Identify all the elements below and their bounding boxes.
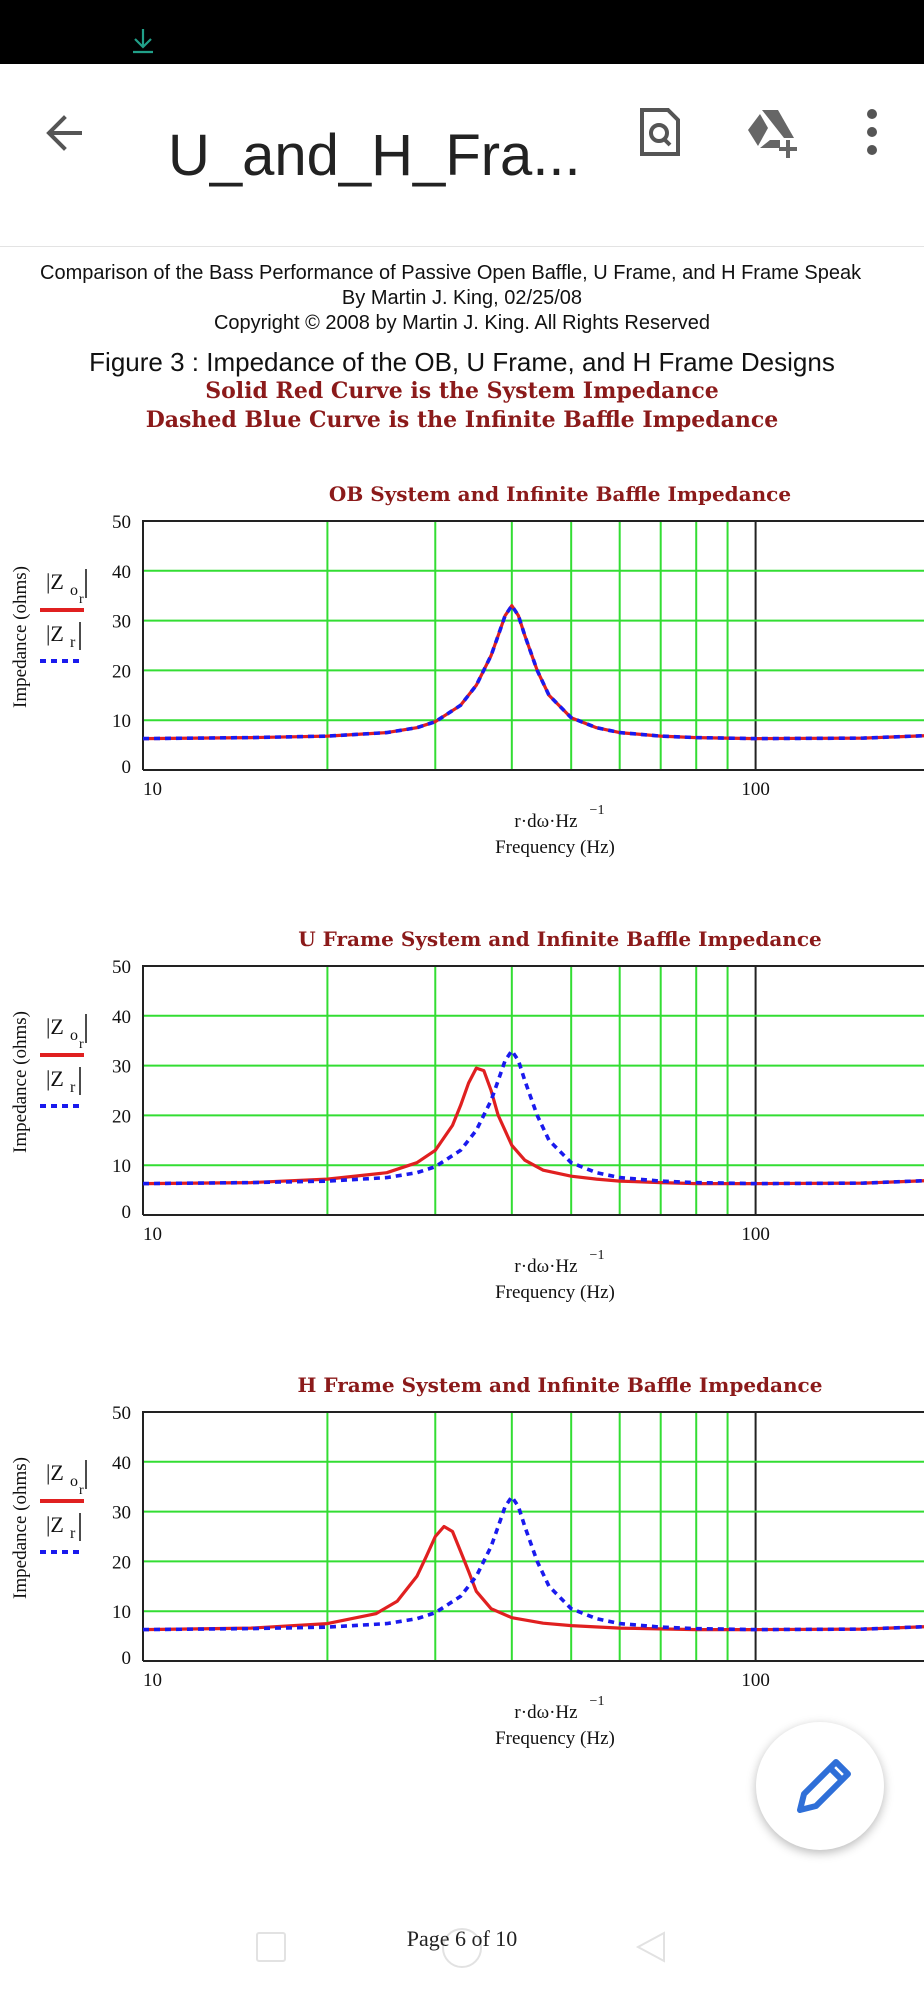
legend-top-subscript: o — [70, 1473, 78, 1490]
y-tick-label: 20 — [112, 661, 131, 682]
legend-top-subsubscript: r — [79, 1483, 84, 1498]
back-nav-icon[interactable] — [634, 1930, 668, 1964]
series-line-system — [142, 1524, 924, 1632]
y-tick-label: 50 — [112, 957, 131, 978]
document-header-line1: Comparison of the Bass Performance of Pa… — [40, 262, 862, 284]
series-line-system — [142, 604, 924, 741]
legend-bottom-symbol: |Z — [46, 1512, 64, 1537]
document-header-line3: Copyright © 2008 by Martin J. King. All … — [213, 312, 711, 334]
y-tick-label: 20 — [112, 1552, 131, 1573]
x-axis-label: Frequency (Hz) — [495, 1728, 615, 1749]
search-document-icon[interactable] — [632, 104, 688, 160]
home-nav-icon[interactable] — [442, 1928, 482, 1968]
x-axis-exponent: −1 — [590, 803, 605, 818]
app-bar: U_and_H_Fra... — [0, 64, 924, 247]
page-indicator: Page 6 of 10 — [406, 1926, 518, 1951]
plot-frame — [142, 1411, 924, 1662]
legend-top-subsubscript: r — [79, 592, 84, 607]
legend-bottom-subscript: r — [70, 1079, 76, 1096]
pencil-icon — [797, 1759, 851, 1813]
legend-top-subsubscript: r — [79, 1037, 84, 1052]
y-tick-label: 0 — [122, 1202, 132, 1223]
y-tick-label: 40 — [112, 1453, 131, 1474]
x-axis-expression: r·dω·Hz — [514, 1702, 577, 1723]
y-tick-label: 10 — [112, 1602, 131, 1623]
y-tick-label: 0 — [122, 1648, 132, 1669]
y-tick-label: 50 — [112, 512, 131, 533]
chart-title: H Frame System and Infinite Baffle Imped… — [298, 1373, 823, 1397]
x-tick-label: 100 — [741, 1224, 770, 1245]
y-tick-label: 30 — [112, 612, 131, 633]
chart-title: U Frame System and Infinite Baffle Imped… — [298, 927, 821, 951]
x-axis-expression: r·dω·Hz — [514, 1256, 577, 1277]
legend-top-symbol: |Z — [46, 1014, 64, 1039]
x-tick-label: 10 — [143, 779, 162, 800]
x-axis-label: Frequency (Hz) — [495, 837, 615, 858]
chart-title: OB System and Infinite Baffle Impedance — [329, 482, 791, 506]
x-axis-label: Frequency (Hz) — [495, 1282, 615, 1303]
figure-title: Figure 3 : Impedance of the OB, U Frame,… — [89, 347, 835, 377]
edit-button[interactable] — [756, 1722, 884, 1850]
y-tick-label: 50 — [112, 1403, 131, 1424]
y-legend-expression: |Z or|Z r — [40, 1460, 87, 1554]
y-legend-expression: |Z or|Z r — [40, 569, 87, 663]
y-tick-label: 20 — [112, 1106, 131, 1127]
y-tick-label: 40 — [112, 562, 131, 583]
back-arrow-icon[interactable] — [40, 108, 90, 158]
y-tick-label: 40 — [112, 1007, 131, 1028]
pdf-page: Comparison of the Bass Performance of Pa… — [0, 247, 924, 2000]
impedance-chart-3: H Frame System and Infinite Baffle Imped… — [10, 1373, 924, 1749]
recents-nav-icon[interactable] — [256, 1932, 286, 1962]
y-tick-label: 30 — [112, 1057, 131, 1078]
legend-bottom-subscript: r — [70, 1525, 76, 1542]
series-line-infinite-baffle — [142, 1048, 924, 1186]
series-line-system — [142, 1066, 924, 1186]
y-tick-label: 30 — [112, 1503, 131, 1524]
legend-line-infinite-baffle: Dashed Blue Curve is the Infinite Baffle… — [145, 407, 779, 433]
y-tick-label: 10 — [112, 711, 131, 732]
y-tick-label: 10 — [112, 1156, 131, 1177]
series-line-infinite-baffle — [142, 1494, 924, 1632]
document-title: U_and_H_Fra... — [168, 123, 581, 188]
legend-top-symbol: |Z — [46, 569, 64, 594]
legend-bottom-symbol: |Z — [46, 621, 64, 646]
y-legend-expression: |Z or|Z r — [40, 1014, 87, 1108]
legend-bottom-subscript: r — [70, 634, 76, 651]
add-to-drive-icon[interactable] — [744, 104, 800, 160]
legend-top-subscript: o — [70, 1027, 78, 1044]
impedance-chart-1: OB System and Infinite Baffle Impedance 0… — [10, 482, 924, 858]
x-tick-label: 10 — [143, 1224, 162, 1245]
y-axis-label: Impedance (ohms) — [10, 566, 31, 708]
x-tick-label: 100 — [741, 779, 770, 800]
document-header-line2: By Martin J. King, 02/25/08 — [341, 287, 583, 309]
legend-bottom-symbol: |Z — [46, 1066, 64, 1091]
y-axis-label: Impedance (ohms) — [10, 1011, 31, 1153]
series-line-infinite-baffle — [142, 603, 924, 741]
impedance-chart-2: U Frame System and Infinite Baffle Imped… — [10, 927, 924, 1303]
legend-top-symbol: |Z — [46, 1460, 64, 1485]
status-bar — [0, 0, 924, 64]
plot-frame — [142, 965, 924, 1216]
download-icon — [133, 29, 153, 54]
x-axis-expression: r·dω·Hz — [514, 811, 577, 832]
legend-line-system: Solid Red Curve is the System Impedance — [205, 378, 719, 404]
x-tick-label: 100 — [741, 1670, 770, 1691]
plot-frame — [142, 520, 924, 771]
y-axis-label: Impedance (ohms) — [10, 1457, 31, 1599]
legend-top-subscript: o — [70, 582, 78, 599]
x-tick-label: 10 — [143, 1670, 162, 1691]
x-axis-exponent: −1 — [590, 1248, 605, 1263]
y-tick-label: 0 — [122, 757, 132, 778]
x-axis-exponent: −1 — [590, 1694, 605, 1709]
more-vert-icon[interactable] — [844, 104, 900, 160]
